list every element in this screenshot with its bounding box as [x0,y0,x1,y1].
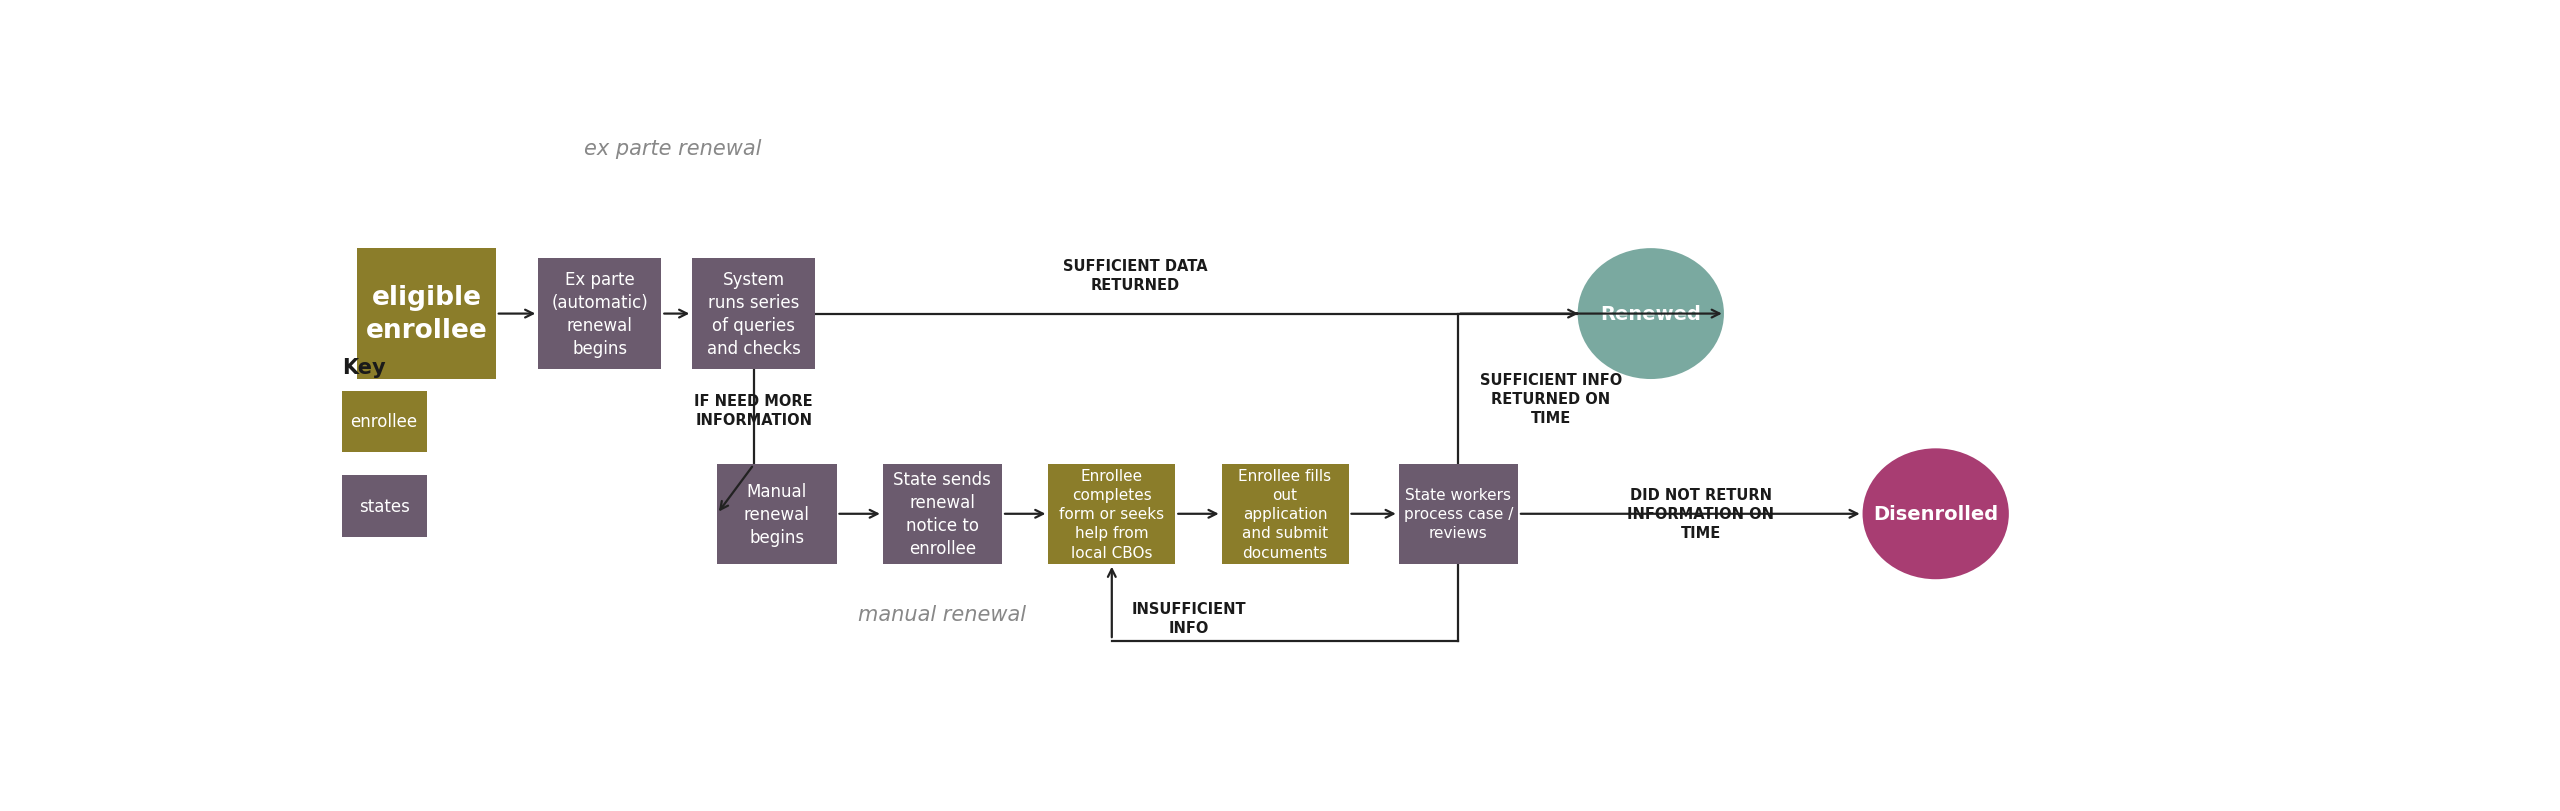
Text: manual renewal: manual renewal [858,604,1027,624]
Text: State workers
process case /
reviews: State workers process case / reviews [1403,487,1513,541]
Text: SUFFICIENT INFO
RETURNED ON
TIME: SUFFICIENT INFO RETURNED ON TIME [1480,372,1623,426]
Text: Enrollee fills
out
application
and submit
documents: Enrollee fills out application and submi… [1239,468,1331,560]
Text: states: states [358,497,410,516]
Text: enrollee: enrollee [351,413,417,431]
Text: Key: Key [343,358,387,378]
FancyBboxPatch shape [1221,464,1349,564]
FancyBboxPatch shape [717,464,837,564]
Text: Enrollee
completes
form or seeks
help from
local CBOs: Enrollee completes form or seeks help fr… [1060,468,1165,560]
Text: SUFFICIENT DATA
RETURNED: SUFFICIENT DATA RETURNED [1062,259,1208,293]
Text: INSUFFICIENT
INFO: INSUFFICIENT INFO [1132,601,1247,635]
Text: DID NOT RETURN
INFORMATION ON
TIME: DID NOT RETURN INFORMATION ON TIME [1628,487,1774,541]
FancyBboxPatch shape [343,391,428,453]
Text: State sends
renewal
notice to
enrollee: State sends renewal notice to enrollee [893,471,991,557]
Text: IF NEED MORE
INFORMATION: IF NEED MORE INFORMATION [694,393,814,427]
Text: eligible
enrollee: eligible enrollee [366,285,486,344]
FancyBboxPatch shape [883,464,1001,564]
FancyBboxPatch shape [358,249,497,380]
Text: Disenrolled: Disenrolled [1874,504,1999,524]
Ellipse shape [1864,448,2010,580]
Ellipse shape [1577,249,1723,380]
FancyBboxPatch shape [1398,464,1518,564]
FancyBboxPatch shape [343,476,428,537]
Text: Renewed: Renewed [1600,305,1702,324]
Text: ex parte renewal: ex parte renewal [584,139,760,159]
Text: System
runs series
of queries
and checks: System runs series of queries and checks [707,271,801,358]
FancyBboxPatch shape [538,259,660,370]
Text: Manual
renewal
begins: Manual renewal begins [745,483,809,546]
Text: Ex parte
(automatic)
renewal
begins: Ex parte (automatic) renewal begins [550,271,648,358]
FancyBboxPatch shape [691,259,814,370]
FancyBboxPatch shape [1047,464,1175,564]
